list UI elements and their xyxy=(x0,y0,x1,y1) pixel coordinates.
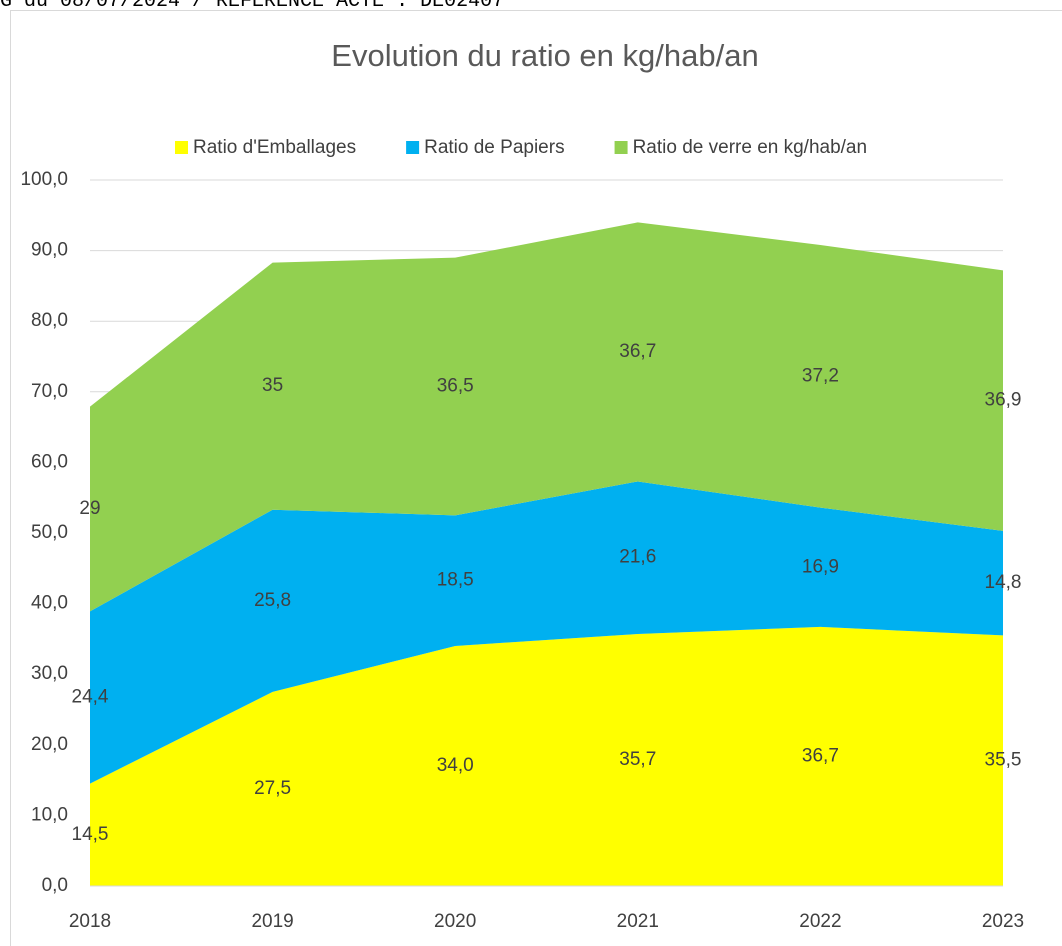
header-text: G du 08/07/2024 / REFERENCE ACTE : DE024… xyxy=(0,0,504,13)
data-label: 36,7 xyxy=(802,745,839,766)
data-label: 29 xyxy=(79,498,100,519)
chart-title: Evolution du ratio en kg/hab/an xyxy=(331,38,758,73)
legend-label: Ratio de verre en kg/hab/an xyxy=(633,137,868,158)
y-tick-label: 10,0 xyxy=(31,804,68,825)
legend-swatch xyxy=(175,141,188,154)
data-label: 35,7 xyxy=(619,749,656,770)
data-label: 18,5 xyxy=(437,570,474,591)
data-label: 35 xyxy=(262,375,283,396)
area xyxy=(90,626,1003,886)
data-label: 36,9 xyxy=(985,390,1022,411)
y-tick-label: 60,0 xyxy=(31,451,68,472)
legend-swatch xyxy=(406,141,420,154)
data-label: 35,5 xyxy=(985,750,1022,771)
y-tick-label: 100,0 xyxy=(20,169,68,190)
y-tick-label: 90,0 xyxy=(31,240,68,261)
data-label: 25,8 xyxy=(254,590,291,611)
y-tick-label: 0,0 xyxy=(42,875,68,896)
y-tick-label: 30,0 xyxy=(31,663,68,684)
x-tick-label: 2022 xyxy=(799,911,841,932)
x-tick-label: 2019 xyxy=(251,911,293,932)
legend-swatch xyxy=(614,141,628,154)
x-tick-label: 2018 xyxy=(69,911,111,932)
y-tick-label: 20,0 xyxy=(31,734,68,755)
y-tick-label: 80,0 xyxy=(31,310,68,331)
data-label: 36,7 xyxy=(619,341,656,362)
y-tick-label: 50,0 xyxy=(31,522,68,543)
data-label: 37,2 xyxy=(802,365,839,386)
data-label: 16,9 xyxy=(802,556,839,577)
x-tick-label: 2021 xyxy=(617,911,659,932)
data-label: 14,8 xyxy=(985,572,1022,593)
y-tick-label: 70,0 xyxy=(31,381,68,402)
area xyxy=(90,481,1003,784)
data-label: 14,5 xyxy=(72,824,109,845)
x-tick-label: 2023 xyxy=(982,911,1024,932)
data-label: 24,4 xyxy=(72,687,109,708)
data-label: 34,0 xyxy=(437,755,474,776)
legend-label: Ratio d'Emballages xyxy=(193,137,356,158)
data-label: 21,6 xyxy=(619,547,656,568)
x-tick-label: 2020 xyxy=(434,911,476,932)
data-label: 27,5 xyxy=(254,778,291,799)
data-label: 36,5 xyxy=(437,376,474,397)
area xyxy=(90,222,1003,612)
y-tick-label: 40,0 xyxy=(31,593,68,614)
legend-label: Ratio de Papiers xyxy=(424,137,564,158)
